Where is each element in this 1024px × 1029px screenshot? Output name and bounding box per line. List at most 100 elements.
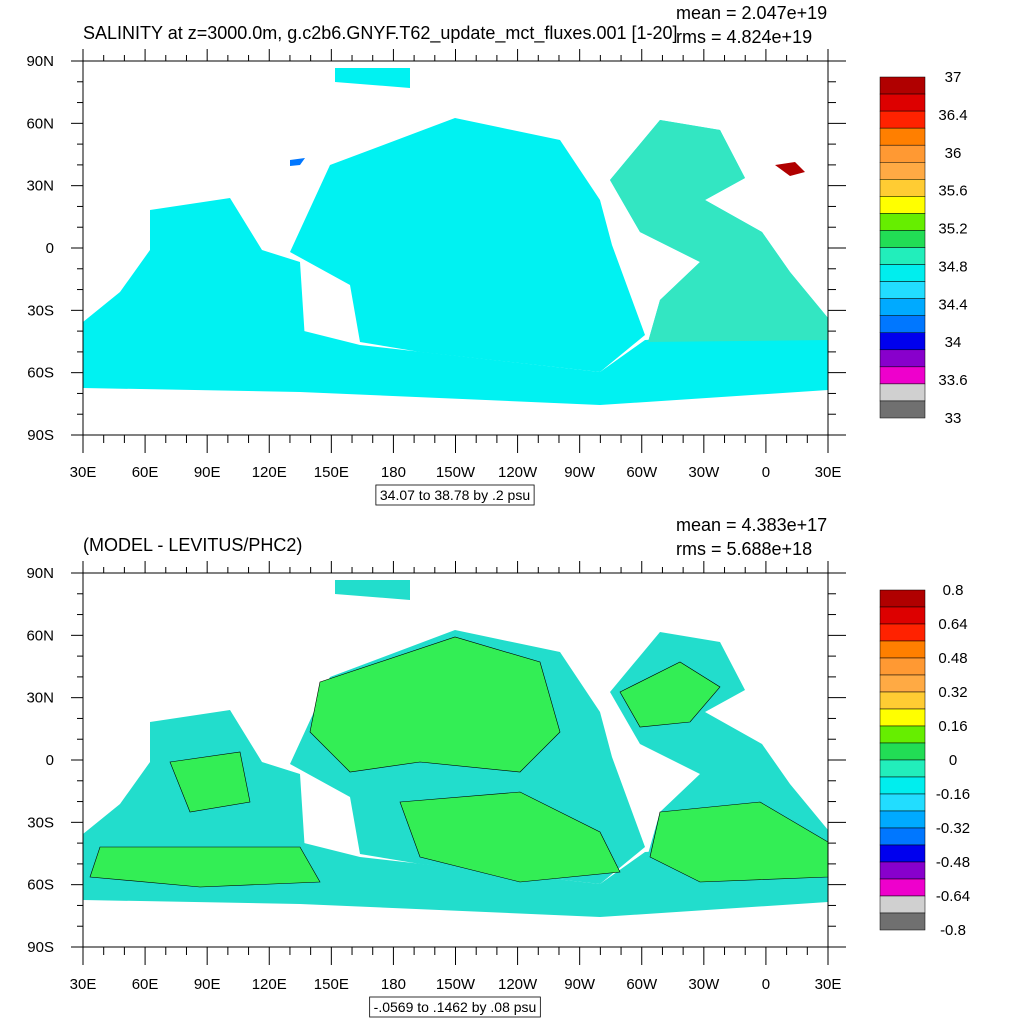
lat-label: 30S <box>27 302 54 319</box>
colorbar-box <box>879 162 926 180</box>
lat-label: 90S <box>27 427 54 444</box>
colorbar-box <box>879 213 926 231</box>
lat-label: 60S <box>27 365 54 382</box>
lon-label: 150E <box>314 976 349 993</box>
lon-label: 150W <box>436 976 476 993</box>
colorbar-box <box>879 878 926 897</box>
lon-label: 90E <box>194 976 221 993</box>
lon-label: 120E <box>252 976 287 993</box>
colorbar-label: 34 <box>945 334 962 351</box>
lon-label: 60E <box>132 464 159 481</box>
map-panel: 90N 60N 30N 0 30S 60S 90S 30E 60E 90E 120E 150E 180 1… <box>26 515 970 1018</box>
lat-label: 30S <box>27 814 54 831</box>
colorbar-box <box>879 264 926 282</box>
colorbar-box <box>879 298 926 316</box>
lon-label: 30W <box>688 976 720 993</box>
colorbar-label: 0.32 <box>938 684 967 701</box>
colorbar-label: 35.2 <box>938 221 967 238</box>
lon-label: 0 <box>762 464 770 481</box>
colorbar-box <box>879 759 926 778</box>
lat-label: 60N <box>26 115 54 132</box>
colorbar-label: -0.32 <box>936 820 970 837</box>
lon-label: 150E <box>314 464 349 481</box>
colorbar-box <box>879 332 926 351</box>
colorbar-box <box>879 810 926 829</box>
colorbar-box <box>879 827 926 846</box>
lat-label: 30N <box>26 178 54 195</box>
colorbar-label: -0.64 <box>936 888 970 905</box>
colorbar-box <box>879 844 926 863</box>
colorbar-label: 34.4 <box>938 296 967 313</box>
colorbar-label: 33.6 <box>938 372 967 389</box>
colorbar-label: -0.48 <box>936 854 970 871</box>
colorbar-box <box>879 912 926 931</box>
feature <box>775 162 805 176</box>
lon-label: 180 <box>381 976 406 993</box>
colorbar-box <box>879 281 926 299</box>
colorbar-box <box>879 127 926 146</box>
lon-label: 120W <box>498 464 538 481</box>
colorbar-box <box>879 110 926 129</box>
lat-label: 0 <box>46 752 54 769</box>
colorbar-box <box>879 196 926 214</box>
map-panel: 90N 60N 30N 0 30S 60S 90S 30E 60E 90E 120E 150E 180 1… <box>26 3 968 506</box>
colorbar-box <box>879 623 926 642</box>
colorbar-box <box>879 76 926 95</box>
positive-region <box>89 636 829 888</box>
colorbar-box <box>879 144 926 163</box>
colorbar-box <box>879 861 926 880</box>
lat-label: 60N <box>26 627 54 644</box>
lat-label: 90N <box>26 565 54 582</box>
lon-label: 30W <box>688 464 720 481</box>
colorbar-box <box>879 742 926 761</box>
lon-label: 120W <box>498 976 538 993</box>
colorbar-box <box>879 895 926 914</box>
colorbar-label: -0.8 <box>940 922 966 939</box>
lon-label: 90W <box>564 976 596 993</box>
colorbar-label: 0 <box>949 752 957 769</box>
lon-label: 30E <box>70 976 97 993</box>
colorbar-box <box>879 674 926 693</box>
lon-label: 30E <box>70 464 97 481</box>
colorbar-box <box>879 776 926 795</box>
lon-label: 180 <box>381 464 406 481</box>
stat-rms: rms = 4.824e+19 <box>676 27 812 47</box>
colorbar-label: -0.16 <box>936 786 970 803</box>
lon-label: 60W <box>626 976 658 993</box>
colorbar-box <box>879 691 926 710</box>
feature <box>290 158 305 166</box>
colorbar-label: 34.8 <box>938 258 967 275</box>
lon-label: 90W <box>564 464 596 481</box>
colorbar-label: 0.48 <box>938 650 967 667</box>
lat-label: 30N <box>26 690 54 707</box>
stat-mean: mean = 2.047e+19 <box>676 3 827 23</box>
lat-label: 60S <box>27 877 54 894</box>
lon-label: 60W <box>626 464 658 481</box>
lon-label: 60E <box>132 976 159 993</box>
colorbar-box <box>879 400 926 419</box>
colorbar-box <box>879 247 926 265</box>
lon-label: 30E <box>815 464 842 481</box>
colorbar-box <box>879 725 926 744</box>
lat-label: 90S <box>27 939 54 956</box>
colorbar-box <box>879 179 926 197</box>
colorbar-label: 37 <box>945 69 962 86</box>
colorbar-label: 36 <box>945 145 962 162</box>
atlantic-field <box>610 120 828 342</box>
panel-title: (MODEL - LEVITUS/PHC2) <box>83 535 302 555</box>
contour-info: 34.07 to 38.78 by .2 psu <box>380 487 530 503</box>
contour-info-box <box>369 996 541 1018</box>
panel-title: SALINITY at z=3000.0m, g.c2b6.GNYF.T62_u… <box>83 23 678 44</box>
colorbar-box <box>879 315 926 334</box>
lon-label: 90E <box>194 464 221 481</box>
contour-info: -.0569 to .1462 by .08 psu <box>374 999 537 1015</box>
colorbar-label: 33 <box>945 410 962 427</box>
stat-rms: rms = 5.688e+18 <box>676 539 812 559</box>
colorbar-box <box>879 366 926 385</box>
colorbar-box <box>879 383 926 402</box>
colorbar-label: 0.8 <box>943 582 964 599</box>
lon-label: 120E <box>252 464 287 481</box>
contour-info-box <box>375 484 535 506</box>
colorbar-box <box>879 657 926 676</box>
